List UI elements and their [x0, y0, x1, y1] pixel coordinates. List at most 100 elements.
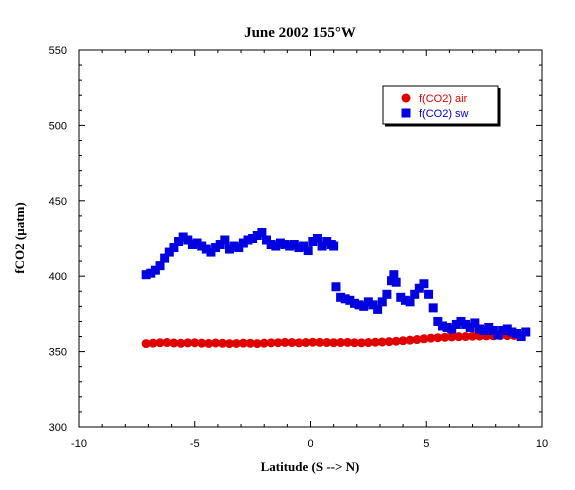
data-point-sw [502, 324, 512, 334]
data-point-air [141, 339, 151, 349]
data-point-sw [521, 327, 531, 337]
data-point-sw [183, 235, 193, 245]
data-point-sw [197, 241, 207, 251]
data-point-sw [211, 243, 221, 253]
data-point-sw [155, 261, 165, 271]
data-point-air [218, 338, 228, 348]
data-point-sw [377, 297, 387, 307]
data-point-air [447, 332, 457, 342]
data-point-sw [280, 240, 290, 250]
data-point-air [211, 338, 221, 348]
data-point-air [176, 338, 186, 348]
legend: f(CO2) air f(CO2) sw [382, 85, 501, 127]
data-point-sw [275, 238, 285, 248]
data-point-sw [201, 244, 211, 254]
chart-title: June 2002 155°W [244, 25, 356, 41]
data-point-air [287, 338, 297, 348]
data-point-sw [396, 292, 406, 302]
x-tick-label: 0 [307, 438, 313, 450]
data-point-sw [308, 237, 318, 247]
data-point-sw [285, 241, 295, 251]
data-point-sw [382, 289, 392, 299]
data-point-sw [164, 247, 174, 257]
data-point-sw [410, 289, 420, 299]
data-point-air [377, 337, 387, 347]
data-point-air [343, 337, 353, 347]
data-point-sw [484, 322, 494, 332]
data-point-sw [479, 325, 489, 335]
data-point-air [412, 335, 422, 345]
data-point-sw [329, 241, 339, 251]
series-fco2-sw [141, 227, 531, 342]
data-point-sw [322, 237, 332, 247]
data-point-sw [424, 289, 434, 299]
legend-label-sw: f(CO2) sw [419, 108, 469, 120]
data-point-air [468, 331, 478, 341]
tick-labels: -10 -5 0 5 10 300 350 400 450 500 550 [49, 45, 548, 450]
data-point-air [315, 337, 325, 347]
data-point-air [356, 338, 366, 348]
y-axis-label: fCO2 (µatm) [12, 202, 27, 273]
data-point-air [294, 338, 304, 348]
data-point-air [169, 338, 179, 348]
data-point-sw [206, 247, 216, 257]
data-point-sw [146, 268, 156, 278]
y-tick-label: 300 [49, 422, 67, 434]
y-tick-label: 450 [49, 196, 67, 208]
data-point-sw [442, 322, 452, 332]
data-point-sw [516, 332, 526, 342]
data-point-sw [150, 265, 160, 275]
y-tick-label: 550 [49, 45, 67, 57]
data-point-air [245, 338, 255, 348]
data-point-air [190, 338, 200, 348]
data-point-air [384, 337, 394, 347]
data-point-sw [474, 324, 484, 334]
data-point-air [440, 332, 450, 342]
data-point-sw [387, 276, 397, 286]
data-point-sw [187, 240, 197, 250]
data-point-sw [373, 304, 383, 314]
data-point-air [259, 338, 269, 348]
data-point-sw [359, 301, 369, 311]
data-point-sw [234, 243, 244, 253]
data-point-sw [451, 319, 461, 329]
data-point-sw [465, 322, 475, 332]
data-point-sw [493, 330, 503, 340]
y-tick-label: 500 [49, 120, 67, 132]
data-point-sw [303, 246, 313, 256]
data-point-air [197, 338, 207, 348]
data-point-air [308, 337, 318, 347]
data-point-air [252, 339, 262, 349]
data-point-sw [447, 324, 457, 334]
data-point-air [204, 338, 214, 348]
data-point-air [349, 338, 359, 348]
data-point-air [155, 338, 165, 348]
data-point-sw [252, 230, 262, 240]
data-point-air [433, 333, 443, 343]
data-point-sw [363, 297, 373, 307]
x-tick-label: 5 [423, 438, 429, 450]
data-point-sw [419, 279, 429, 289]
data-point-sw [299, 241, 309, 251]
data-point-air [322, 338, 332, 348]
data-point-sw [456, 316, 466, 326]
data-point-sw [354, 300, 364, 310]
data-point-sw [437, 321, 447, 331]
data-point-sw [266, 240, 276, 250]
data-point-sw [405, 297, 415, 307]
data-point-sw [220, 235, 230, 245]
data-point-sw [224, 244, 234, 254]
data-point-air [148, 338, 158, 348]
data-point-air [461, 332, 471, 342]
data-point-air [336, 338, 346, 348]
y-tick-label: 350 [49, 347, 67, 359]
data-point-sw [174, 237, 184, 247]
data-point-sw [389, 270, 399, 280]
data-point-air [419, 334, 429, 344]
data-point-air [405, 335, 415, 345]
data-point-sw [345, 295, 355, 305]
data-point-sw [312, 234, 322, 243]
data-point-air [391, 336, 401, 346]
data-point-sw [238, 238, 248, 248]
